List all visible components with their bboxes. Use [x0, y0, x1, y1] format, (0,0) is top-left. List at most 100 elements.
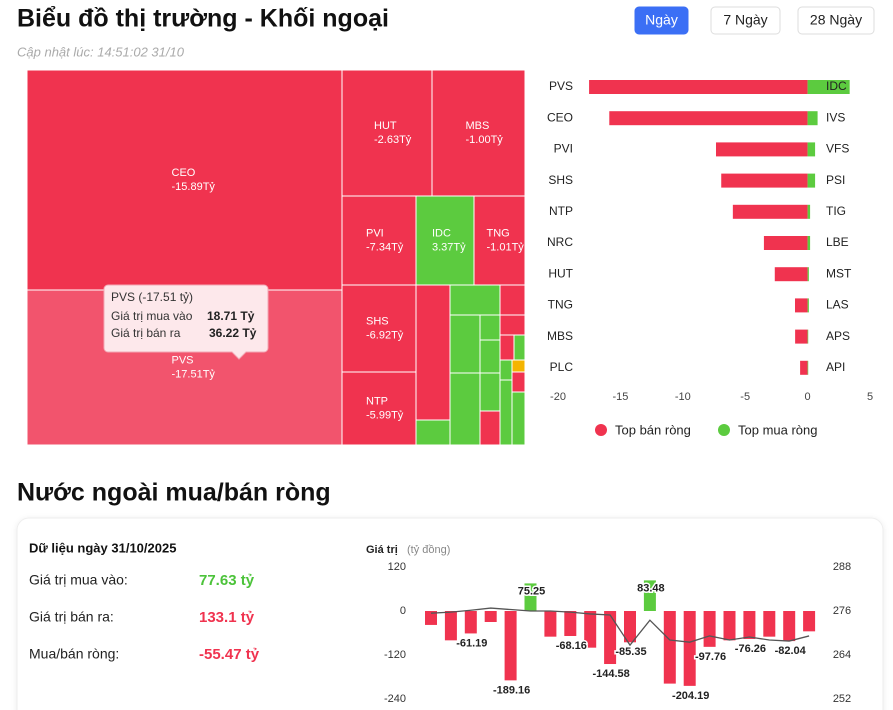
cell [499, 359, 513, 381]
buy-label: LBE [826, 235, 849, 249]
bar [807, 142, 816, 157]
buy-label: LAS [826, 298, 849, 312]
cell-value: -7.34Tỷ [366, 241, 404, 253]
tab-box[interactable] [634, 6, 689, 35]
bar [544, 611, 557, 637]
cell [415, 284, 451, 421]
tab[interactable]: Ngày [634, 6, 689, 35]
summary-label: Mua/bán ròng: [29, 646, 119, 662]
buy-label: APS [826, 329, 850, 343]
cell-value: -2.63Tỷ [374, 134, 412, 146]
legend-marker [718, 424, 730, 436]
cell [449, 372, 481, 446]
tooltip-value: 18.71 Tỷ [207, 309, 255, 323]
bar [763, 611, 776, 637]
buy-label: VFS [826, 142, 849, 156]
tab-bar: Ngày 7 Ngày 28 Ngày [634, 6, 875, 35]
tab[interactable]: 28 Ngày [797, 6, 875, 35]
cell-name: SHS [366, 315, 389, 327]
sell-label: TNG [548, 298, 573, 312]
tab-box[interactable] [797, 6, 875, 35]
cell [415, 419, 451, 446]
bar [425, 611, 437, 625]
bar [743, 611, 756, 639]
data-label: 75.25 [518, 585, 546, 597]
cell-value: -6.92Tỷ [366, 329, 404, 341]
cell-value: -1.00Tỷ [466, 134, 504, 146]
bar [524, 583, 537, 611]
x-tick-label: 5 [867, 391, 873, 403]
bar [589, 80, 808, 94]
bar [807, 267, 809, 282]
bar [564, 611, 577, 636]
tab-label[interactable]: 28 Ngày [810, 12, 862, 28]
summary-label: Giá trị mua vào: [29, 572, 128, 588]
bar-line-chart: Giá trị (tỷ đồng)120 0 -120 -240 288 276 264 252… [366, 544, 851, 705]
bar [732, 204, 808, 219]
cell [479, 339, 501, 374]
buy-label: MST [826, 266, 852, 280]
bar [795, 329, 808, 344]
bar [624, 611, 636, 643]
tab-box[interactable] [710, 6, 781, 35]
tooltip-label: Giá trị mua vào [111, 309, 193, 323]
y2-tick-label: 288 [833, 561, 851, 573]
bar [774, 267, 808, 282]
buy-label: PSI [826, 173, 845, 187]
buy-label: IDC [826, 79, 847, 93]
tooltip-label: Giá trị bán ra [111, 326, 181, 340]
x-tick-label: -5 [740, 391, 750, 403]
cell-name: PVI [366, 227, 384, 239]
sell-label: HUT [548, 266, 573, 280]
y2-tick-label: 264 [833, 649, 851, 661]
bar [783, 611, 796, 642]
data-label: -204.19 [672, 690, 709, 702]
cell-name: HUT [374, 120, 397, 132]
legend-marker [595, 424, 607, 436]
tab-label[interactable]: 7 Ngày [723, 12, 767, 28]
y-tick-label: 120 [388, 561, 406, 573]
tab-label[interactable]: Ngày [645, 12, 678, 28]
sell-label: PVI [554, 142, 573, 156]
cell-name: NTP [366, 395, 388, 407]
data-label: -97.76 [695, 651, 726, 663]
cell [479, 410, 501, 446]
cell-name: MBS [466, 120, 490, 132]
sell-label: NTP [549, 204, 573, 218]
cell [511, 359, 526, 373]
bar [763, 236, 808, 250]
bar [807, 236, 811, 250]
treemap: CEO -15.89Tỷ PVS -17.51Tỷ HUT -2.63Tỷ MBS -1.00… [26, 69, 526, 446]
data-label: 83.48 [637, 582, 665, 594]
y2-tick-label: 252 [833, 693, 851, 705]
bar [643, 580, 656, 611]
bar [703, 611, 716, 647]
x-tick-label: -15 [612, 391, 628, 403]
tab[interactable]: 7 Ngày [710, 6, 781, 35]
y-axis-title: Giá trị [366, 544, 398, 556]
cell [499, 314, 526, 336]
cell [479, 372, 501, 412]
data-label: -61.19 [456, 637, 487, 649]
bar [663, 611, 676, 684]
diverging-bar-chart: PVS CEO PVI SHS NTP NRC HUT TNG MBS PLC IDC IVS VFS P… [547, 79, 873, 437]
data-label: -85.35 [615, 646, 646, 658]
bar [807, 329, 809, 344]
bar [604, 611, 617, 665]
bar [444, 611, 457, 641]
sell-label: CEO [547, 110, 573, 124]
sell-label: SHS [548, 173, 573, 187]
tooltip-value: 36.22 Tỷ [209, 326, 257, 340]
cell [499, 334, 515, 361]
bar [807, 80, 850, 94]
bar [803, 611, 816, 632]
data-label: -82.04 [775, 645, 807, 657]
page-title: Biểu đồ thị trường - Khối ngoại [17, 5, 389, 33]
bar [723, 611, 736, 641]
sell-label: PLC [550, 360, 574, 374]
bar [683, 611, 696, 686]
summary-title: Dữ liệu ngày 31/10/2025 [29, 540, 176, 555]
cell-name: IDC [432, 227, 451, 239]
